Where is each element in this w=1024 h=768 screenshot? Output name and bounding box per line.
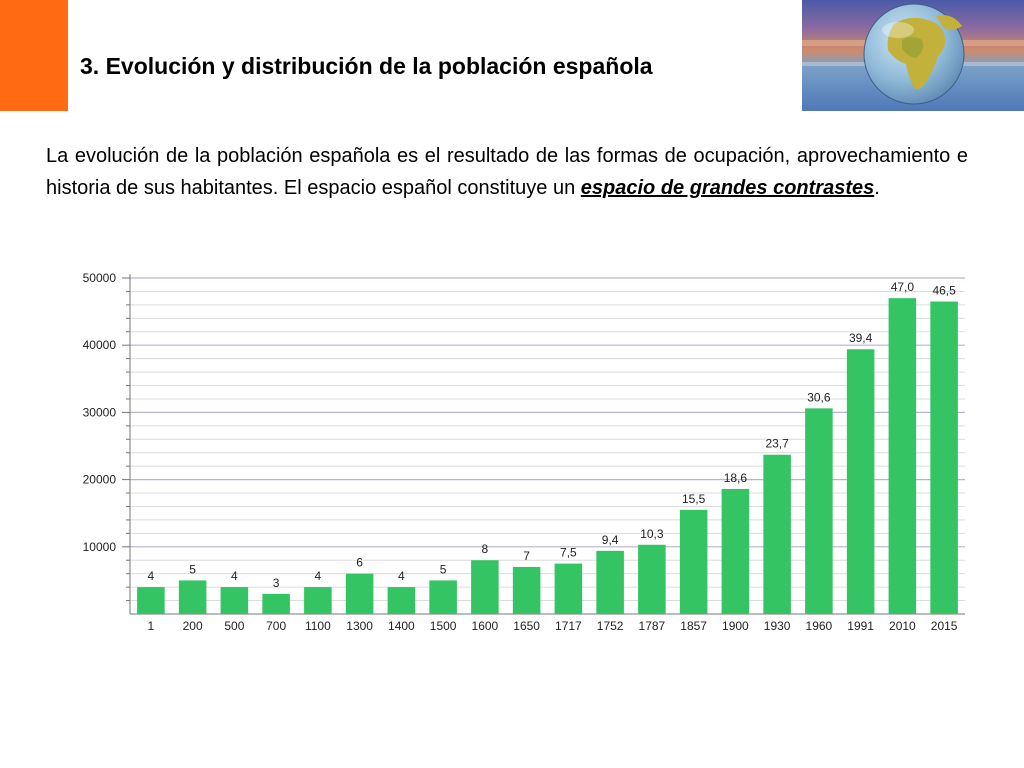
population-bar-chart: 10000 20000 30000 40000 50000 4 5 4 3 4 6 4 5 8 7 7,5 9… <box>83 271 965 633</box>
bar-1991 <box>846 349 875 614</box>
bar-200 <box>178 580 207 614</box>
data-label-1: 4 <box>148 569 155 583</box>
bar-1717 <box>554 563 583 614</box>
x-tick-label-2010: 2010 <box>889 619 916 633</box>
data-label-1300: 6 <box>356 556 363 570</box>
x-tick-label-1930: 1930 <box>764 619 791 633</box>
accent-bar <box>0 0 68 111</box>
bar-700 <box>262 593 290 614</box>
data-label-1900: 18,6 <box>724 471 748 485</box>
y-tick-label: 10000 <box>83 540 117 554</box>
data-label-1752: 9,4 <box>602 533 619 547</box>
data-label-layer: 4 5 4 3 4 6 4 5 8 7 7,5 9,4 10,3 15,5 18,6 23,7 30,6 39,4… <box>148 280 957 590</box>
data-label-1650: 7 <box>523 549 530 563</box>
bar-1930 <box>763 454 791 614</box>
bar-1100 <box>304 587 332 614</box>
x-tick-label-1991: 1991 <box>847 619 874 633</box>
bar-1500 <box>429 580 457 614</box>
page-title: 3. Evolución y distribución de la poblac… <box>80 53 653 79</box>
data-label-1787: 10,3 <box>640 527 664 541</box>
y-tick-label: 50000 <box>83 271 117 285</box>
x-tick-label-1100: 1100 <box>305 619 331 633</box>
bar-1400 <box>387 587 416 614</box>
data-label-2015: 46,5 <box>932 284 956 298</box>
x-tick-label-2015: 2015 <box>931 619 958 633</box>
y-tick-label: 40000 <box>83 338 117 352</box>
grid-layer <box>130 277 965 602</box>
bar-1787 <box>638 544 666 614</box>
data-label-1500: 5 <box>440 562 447 576</box>
x-tick-label-1400: 1400 <box>388 619 415 633</box>
bar-1650 <box>512 566 541 614</box>
x-tick-label-1857: 1857 <box>680 619 707 633</box>
x-tick-label-700: 700 <box>266 619 286 633</box>
x-tick-label-1752: 1752 <box>597 619 624 633</box>
x-tick-label-500: 500 <box>224 619 244 633</box>
data-label-1960: 30,6 <box>807 390 831 404</box>
bar-1857 <box>679 509 708 614</box>
bar-500 <box>220 587 249 614</box>
data-label-1930: 23,7 <box>765 437 789 451</box>
bar-1900 <box>721 489 750 614</box>
bar-layer <box>137 298 958 614</box>
data-label-500: 4 <box>231 569 238 583</box>
data-label-1717: 7,5 <box>560 546 577 560</box>
x-tick-label-1: 1 <box>148 619 155 633</box>
bar-1960 <box>805 408 833 614</box>
x-tick-label-200: 200 <box>183 619 203 633</box>
intro-paragraph: La evolución de la población española es… <box>46 140 968 204</box>
x-tick-label-1300: 1300 <box>346 619 373 633</box>
x-tick-label-1650: 1650 <box>513 619 540 633</box>
x-tick-label-1717: 1717 <box>555 619 582 633</box>
x-tick-label-1600: 1600 <box>472 619 499 633</box>
globe-image <box>802 0 1024 111</box>
data-label-1100: 4 <box>315 569 322 583</box>
emphasis-text: espacio de grandes contrastes <box>580 177 875 199</box>
x-tick-label-1900: 1900 <box>722 619 749 633</box>
x-tick-label-1960: 1960 <box>806 619 833 633</box>
y-tick-label: 20000 <box>83 473 117 487</box>
intro-text: La evolución de la población española es… <box>46 145 968 199</box>
intro-end: . <box>874 177 880 199</box>
bar-1 <box>137 587 165 614</box>
y-tick-label: 30000 <box>83 405 117 419</box>
data-label-700: 3 <box>273 576 280 590</box>
bar-1600 <box>471 560 499 614</box>
x-axis: 1 200 500 700 1100 1300 1400 1500 1600 1650 1717 17… <box>148 619 958 633</box>
data-label-1600: 8 <box>482 542 489 556</box>
bar-2010 <box>888 298 917 614</box>
bar-2015 <box>930 301 958 614</box>
data-label-1991: 39,4 <box>849 331 873 345</box>
x-tick-label-1787: 1787 <box>639 619 666 633</box>
x-tick-label-1500: 1500 <box>430 619 457 633</box>
data-label-200: 5 <box>189 562 196 576</box>
bar-1752 <box>596 550 624 614</box>
bar-1300 <box>345 573 374 614</box>
data-label-1400: 4 <box>398 569 405 583</box>
data-label-1857: 15,5 <box>682 492 706 506</box>
data-label-2010: 47,0 <box>891 280 915 294</box>
